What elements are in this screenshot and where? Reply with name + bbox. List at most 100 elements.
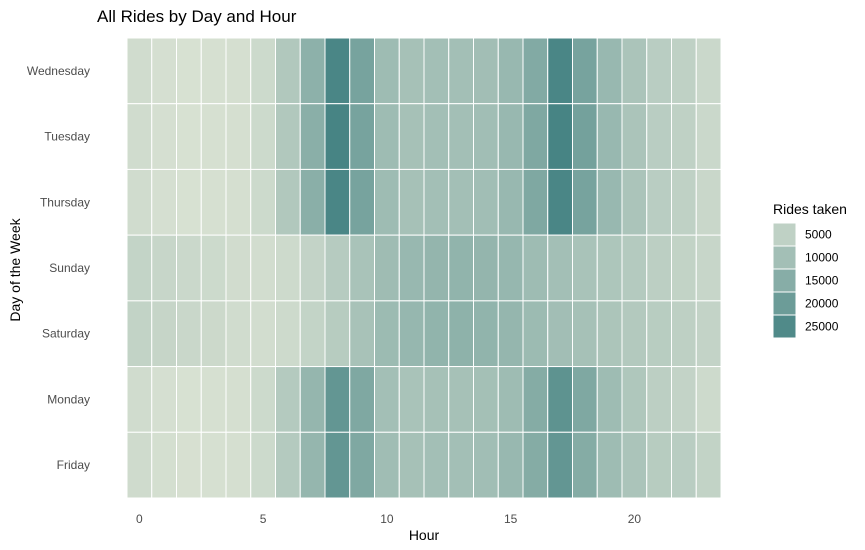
heatmap-cell [250, 300, 276, 368]
heatmap-cell [423, 300, 450, 368]
heatmap-cell [398, 431, 425, 499]
heatmap-cell [126, 234, 153, 302]
heatmap-cell [448, 168, 474, 236]
heatmap-cell [646, 234, 672, 302]
heatmap-cell [448, 366, 474, 433]
heatmap-cell [646, 300, 672, 368]
heatmap-cell [374, 431, 400, 499]
heatmap-cell [497, 366, 524, 433]
heatmap-cell [671, 234, 697, 302]
x-tick-label: 10 [380, 512, 394, 526]
heatmap-cell [423, 366, 450, 433]
heatmap-cell [225, 103, 252, 170]
heatmap-cell [572, 103, 598, 170]
heatmap-cell [126, 168, 153, 236]
heatmap-cell [374, 168, 400, 236]
heatmap-cell [151, 234, 177, 302]
x-tick-labels: 0 5 10 15 20 [136, 512, 641, 526]
heatmap-cell [423, 37, 450, 105]
heatmap-cell [572, 366, 598, 433]
heatmap-cell [176, 103, 202, 170]
heatmap-cell [621, 234, 648, 302]
x-tick-label: 5 [260, 512, 267, 526]
x-tick-label: 20 [628, 512, 642, 526]
y-tick-label: Saturday [42, 327, 90, 341]
heatmap-cell [423, 431, 450, 499]
heatmap-cell [497, 103, 524, 170]
heatmap-cell [176, 300, 202, 368]
heatmap-cell [275, 366, 301, 433]
legend-title: Rides taken [773, 201, 847, 217]
heatmap-cell [324, 366, 351, 433]
heatmap-cell [275, 168, 301, 236]
heatmap-cell [497, 37, 524, 105]
y-tick-labels: Wednesday Tuesday Thursday Sunday Saturday Mo… [27, 64, 90, 472]
legend-label: 25000 [805, 320, 839, 334]
heatmap-cell [398, 103, 425, 170]
heatmap-cell [621, 431, 648, 499]
heatmap-cell [200, 37, 227, 105]
heatmap-cell [423, 103, 450, 170]
heatmap-cell [646, 37, 672, 105]
heatmap-cell [398, 37, 425, 105]
heatmap-cell [671, 37, 697, 105]
legend-label: 20000 [805, 297, 839, 311]
heatmap-cell [299, 37, 326, 105]
y-tick-label: Sunday [49, 261, 90, 275]
x-tick-label: 15 [504, 512, 518, 526]
heatmap-cells [126, 37, 722, 499]
heatmap-cell [547, 234, 573, 302]
heatmap-cell [473, 234, 499, 302]
heatmap-cell [448, 431, 474, 499]
y-axis-title: Day of the Week [7, 217, 23, 321]
heatmap-cell [646, 431, 672, 499]
heatmap-cell [151, 366, 177, 433]
heatmap-cell [448, 37, 474, 105]
heatmap-cell [299, 234, 326, 302]
heatmap-cell [200, 234, 227, 302]
heatmap-cell [497, 234, 524, 302]
heatmap-cell [671, 431, 697, 499]
heatmap-cell [522, 300, 549, 368]
heatmap-cell [250, 366, 276, 433]
heatmap-cell [225, 300, 252, 368]
heatmap-cell [621, 103, 648, 170]
y-tick-label: Friday [57, 458, 90, 472]
heatmap-cell [671, 168, 697, 236]
heatmap-cell [695, 431, 722, 499]
heatmap-cell [275, 103, 301, 170]
heatmap-cell [126, 37, 153, 105]
heatmap-cell [596, 37, 623, 105]
heatmap-cell [596, 168, 623, 236]
heatmap-cell [621, 168, 648, 236]
heatmap-cell [473, 103, 499, 170]
heatmap-cell [547, 431, 573, 499]
heatmap-cell [200, 431, 227, 499]
heatmap-cell [497, 431, 524, 499]
heatmap-cell [374, 300, 400, 368]
heatmap-cell [250, 234, 276, 302]
heatmap-cell [596, 300, 623, 368]
heatmap-cell [695, 168, 722, 236]
heatmap-cell [176, 366, 202, 433]
heatmap-cell [250, 168, 276, 236]
heatmap-cell [126, 366, 153, 433]
heatmap-cell [448, 300, 474, 368]
heatmap-cell [522, 103, 549, 170]
heatmap-cell [695, 234, 722, 302]
heatmap-cell [473, 366, 499, 433]
heatmap-cell [250, 103, 276, 170]
y-tick-label: Tuesday [44, 130, 90, 144]
heatmap-cell [349, 37, 375, 105]
heatmap-cell [448, 234, 474, 302]
legend-key [772, 245, 797, 270]
heatmap-cell [299, 431, 326, 499]
heatmap-cell [250, 431, 276, 499]
heatmap-cell [324, 37, 351, 105]
heatmap-cell [374, 37, 400, 105]
heatmap-cell [473, 168, 499, 236]
legend-key [772, 291, 797, 316]
legend-label: 15000 [805, 274, 839, 288]
heatmap-cell [324, 103, 351, 170]
